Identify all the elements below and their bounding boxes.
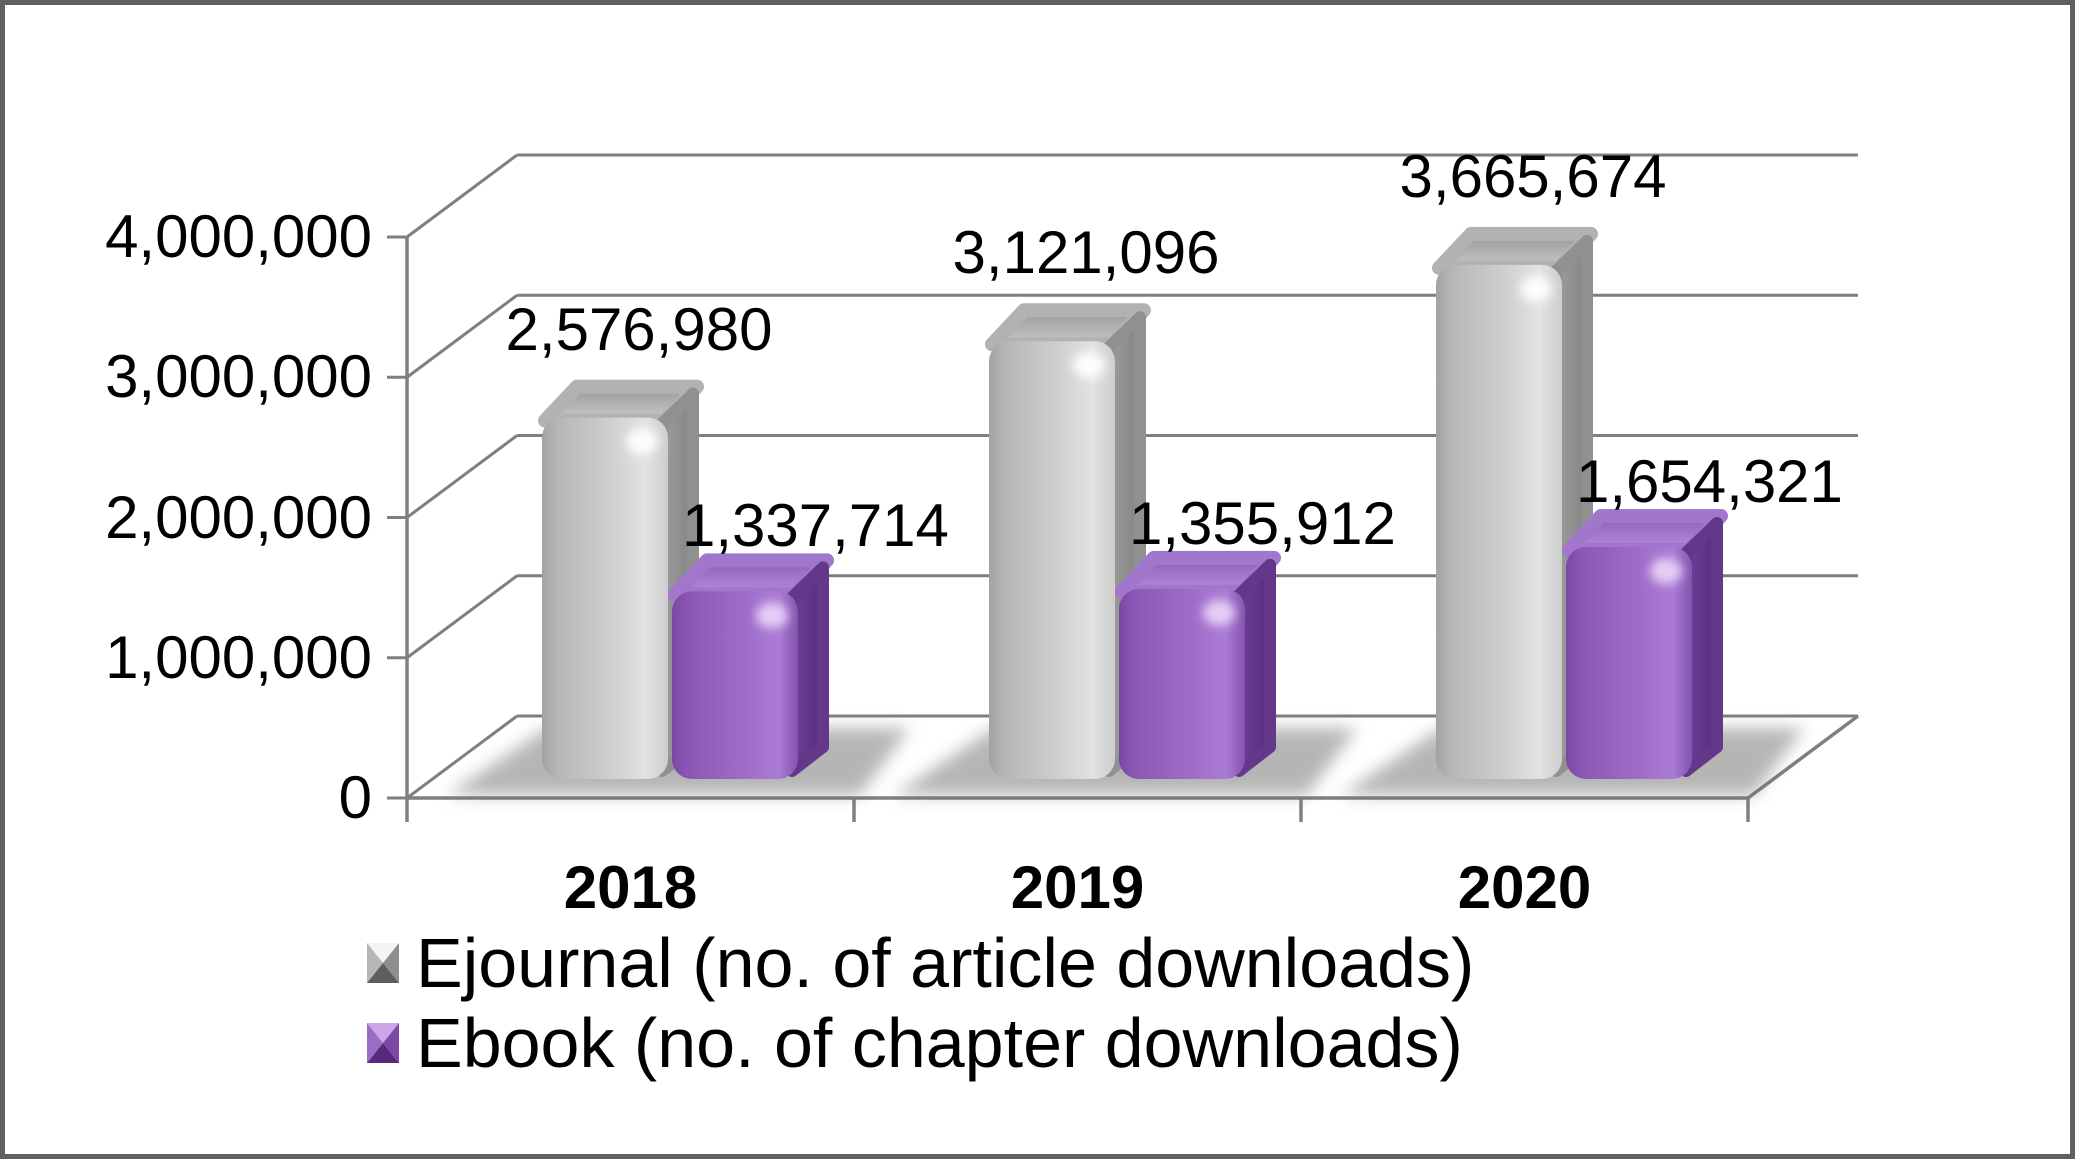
bar-ebook-2019 <box>1115 550 1281 779</box>
bar-ejournal-2018 <box>538 379 704 779</box>
legend-label-ebook: Ebook (no. of chapter downloads) <box>416 1004 1463 1082</box>
bar-ejournal-2020 <box>1432 226 1598 779</box>
x-axis-label-2019: 2019 <box>1010 854 1145 921</box>
ejournal-legend-marker-icon <box>367 943 399 983</box>
legend-label-ejournal: Ejournal (no. of article downloads) <box>416 924 1475 1002</box>
data-label-ejournal-2020: 3,665,674 <box>1399 142 1667 210</box>
data-label-ebook-2019: 1,355,912 <box>1129 489 1396 557</box>
ebook-legend-marker-icon <box>367 1023 399 1063</box>
x-axis-label-2020: 2020 <box>1457 854 1592 921</box>
data-label-ejournal-2018: 2,576,980 <box>505 295 773 363</box>
data-label-ebook-2018: 1,337,714 <box>682 492 949 560</box>
data-label-ebook-2020: 1,654,321 <box>1576 447 1843 515</box>
legend-row-ebook: Ebook (no. of chapter downloads) <box>367 1003 1474 1083</box>
bar-chart-3d-canvas <box>387 153 1860 822</box>
data-label-ejournal-2019: 3,121,096 <box>952 219 1220 287</box>
bar-ebook-2018 <box>668 553 834 779</box>
bar-ebook-2020 <box>1562 508 1728 779</box>
legend-row-ejournal: Ejournal (no. of article downloads) <box>367 923 1474 1003</box>
axes <box>405 237 1860 822</box>
x-axis-label-2018: 2018 <box>563 854 698 921</box>
y-axis-tick-label-2m: 2,000,000 <box>105 483 372 551</box>
y-axis-tick-label-1m: 1,000,000 <box>105 623 372 691</box>
y-axis-tick-label-3m: 3,000,000 <box>105 343 372 411</box>
y-axis-tick-label-0: 0 <box>338 764 372 831</box>
y-axis-tick-label-4m: 4,000,000 <box>105 203 372 270</box>
legend: Ejournal (no. of article downloads) Eboo… <box>367 923 1474 1083</box>
bar-ejournal-2019 <box>985 303 1151 779</box>
